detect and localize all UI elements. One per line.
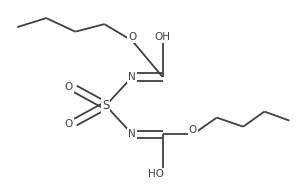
- Text: O: O: [189, 125, 197, 135]
- Text: N: N: [128, 72, 136, 82]
- Text: HO: HO: [148, 169, 164, 179]
- Text: OH: OH: [154, 32, 171, 42]
- Text: O: O: [65, 119, 73, 129]
- Text: O: O: [128, 32, 136, 42]
- Text: N: N: [128, 129, 136, 139]
- Text: S: S: [102, 99, 109, 112]
- Text: O: O: [65, 83, 73, 93]
